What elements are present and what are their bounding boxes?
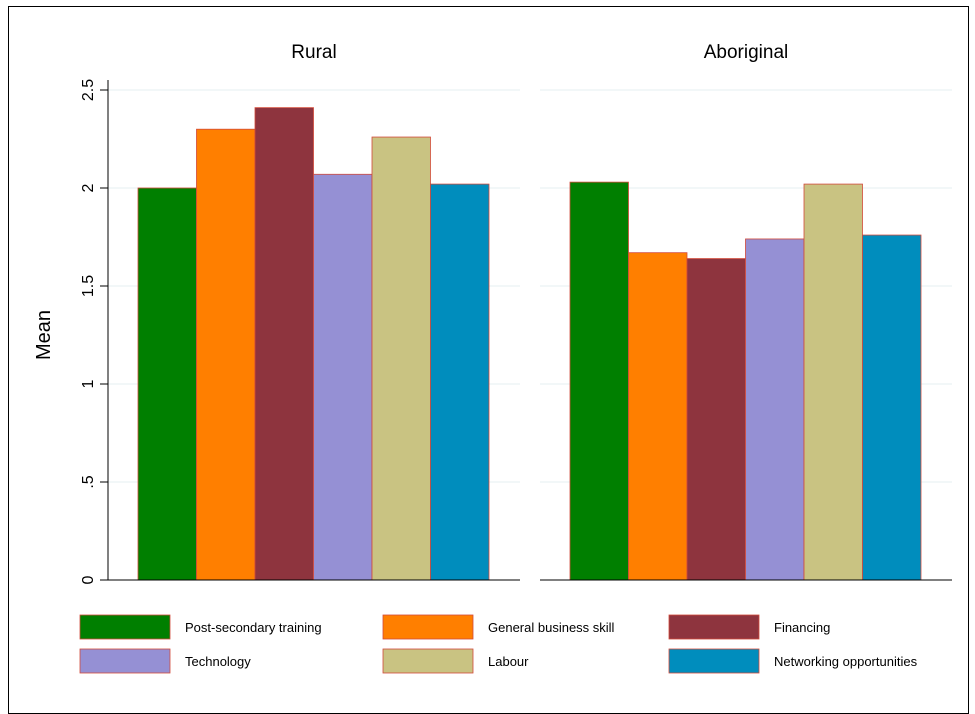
y-tick-label: 0 [80, 575, 97, 584]
bar-rural-5 [430, 183, 490, 581]
legend-label: Technology [185, 654, 251, 669]
panel-titles: Rural Aboriginal [291, 42, 788, 63]
bar-aboriginal-2 [686, 258, 746, 581]
y-tick-label: 2 [80, 183, 97, 192]
legend-swatch [79, 614, 171, 640]
panel-title-rural: Rural [291, 42, 336, 63]
y-tick-labels: 0 .5 1 1.5 2 2.5 [80, 79, 97, 585]
y-tick-label: 1 [80, 379, 97, 388]
y-tick-label: 1.5 [80, 275, 97, 297]
bar-aboriginal-5 [862, 234, 922, 581]
y-tick-label: 2.5 [80, 79, 97, 101]
y-axis-label: Mean [33, 310, 55, 360]
legend-swatch [668, 614, 760, 640]
legend-swatch [668, 648, 760, 674]
bars [137, 107, 922, 581]
legend-label: General business skill [488, 620, 615, 635]
legend-swatch [79, 648, 171, 674]
legend: Post-secondary training General business … [79, 614, 918, 674]
panel-title-aboriginal: Aboriginal [704, 42, 789, 63]
y-tick-label: .5 [80, 475, 97, 488]
legend-label: Labour [488, 654, 529, 669]
legend-swatch [382, 614, 474, 640]
legend-label: Post-secondary training [185, 620, 322, 635]
bar-rural-3 [313, 173, 373, 581]
bar-aboriginal-1 [628, 252, 688, 581]
bar-rural-0 [137, 187, 197, 581]
bar-rural-1 [196, 128, 256, 581]
bar-rural-2 [254, 107, 314, 581]
legend-swatch [382, 648, 474, 674]
legend-label: Financing [774, 620, 830, 635]
bar-aboriginal-4 [803, 183, 863, 581]
legend-label: Networking opportunities [774, 654, 918, 669]
bar-rural-4 [371, 136, 431, 581]
axes [100, 80, 952, 581]
bar-aboriginal-0 [569, 181, 629, 581]
bar-aboriginal-3 [745, 238, 805, 581]
